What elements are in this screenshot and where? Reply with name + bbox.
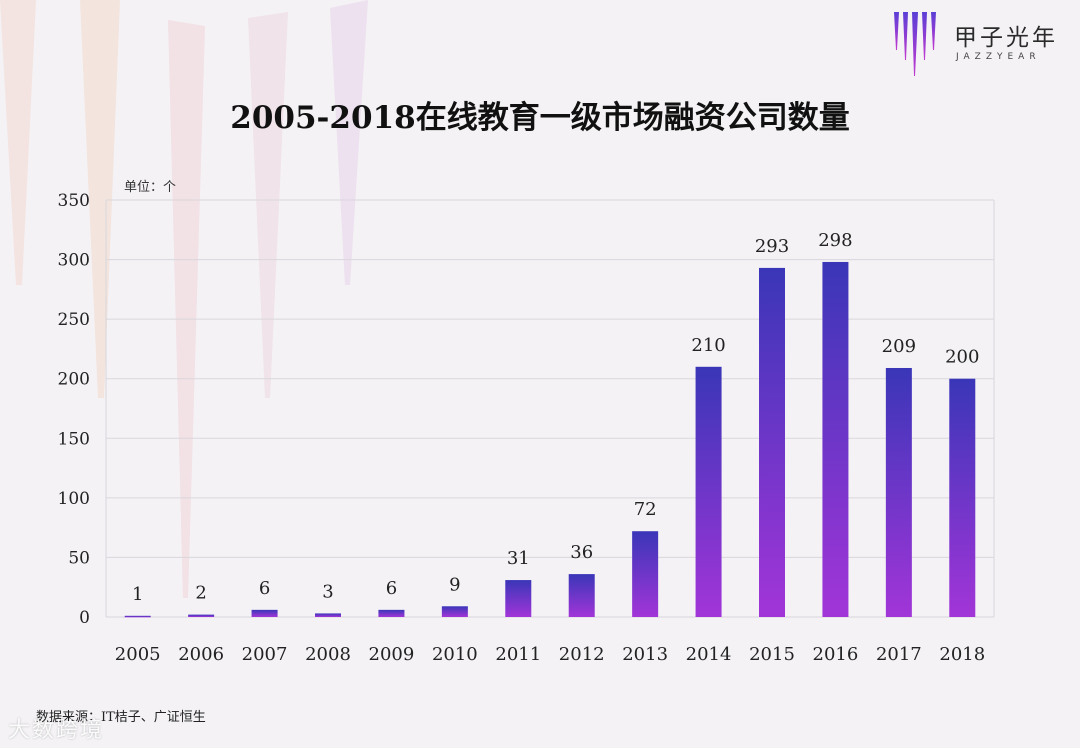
x-tick-label: 2007 (242, 644, 288, 665)
unit-label: 单位：个 (124, 180, 177, 195)
data-label-2016: 298 (818, 230, 852, 251)
x-tick-label: 2005 (115, 644, 161, 665)
decor-spike (168, 20, 205, 598)
data-label-2015: 293 (755, 236, 789, 257)
bar-2012 (568, 574, 595, 617)
data-label-2006: 2 (195, 583, 206, 604)
logo-name: 甲子光年 (954, 25, 1058, 51)
brand-logo: 甲子光年 JAZZYEAR (892, 10, 1072, 82)
x-tick-label: 2008 (305, 644, 351, 665)
data-label-2011: 31 (507, 548, 530, 569)
watermark: 大数跨境 (8, 718, 105, 743)
data-label-2008: 3 (322, 581, 333, 602)
y-tick-label: 50 (68, 548, 90, 568)
data-label-2014: 210 (691, 335, 725, 356)
decor-spike (0, 0, 36, 285)
bar-2008 (315, 613, 341, 617)
bar-2018 (949, 378, 976, 617)
x-tick-label: 2015 (749, 644, 795, 665)
x-tick-label: 2014 (686, 644, 732, 665)
data-label-2017: 209 (882, 336, 916, 357)
y-tick-label: 0 (79, 608, 90, 628)
bar-2013 (632, 531, 659, 617)
data-label-2010: 9 (449, 574, 460, 595)
x-tick-label: 2012 (559, 644, 605, 665)
bar-2009 (378, 609, 405, 617)
data-label-2009: 6 (386, 578, 397, 599)
decor-spike (80, 0, 120, 398)
y-tick-label: 250 (58, 310, 90, 330)
y-tick-label: 300 (58, 251, 90, 271)
data-source: 数据来源：IT桔子、广证恒生 (36, 710, 206, 725)
x-tick-label: 2010 (432, 644, 478, 665)
bar-2006 (188, 614, 215, 617)
grid-lines (105, 199, 995, 618)
x-tick-label: 2013 (622, 644, 668, 665)
bar-series (124, 261, 976, 618)
x-tick-label: 2006 (178, 644, 224, 665)
y-tick-label: 350 (58, 191, 90, 211)
x-tick-label: 2011 (495, 644, 541, 665)
y-tick-label: 200 (58, 370, 90, 390)
x-tick-label: 2016 (813, 644, 859, 665)
y-tick-label: 150 (58, 429, 90, 449)
data-label-2005: 1 (132, 584, 143, 605)
data-label-2012: 36 (570, 542, 593, 563)
y-tick-label: 100 (58, 489, 90, 509)
bar-2005 (124, 615, 151, 618)
decor-spike (248, 12, 288, 398)
logo-subtitle: JAZZYEAR (956, 52, 1041, 62)
logo-mark-icon (894, 12, 936, 76)
bar-2014 (695, 366, 722, 617)
bar-2007 (251, 609, 278, 617)
x-tick-label: 2009 (369, 644, 415, 665)
bar-2015 (759, 267, 785, 617)
bar-2016 (822, 261, 849, 617)
chart-title: 2005-2018在线教育一级市场融资公司数量 (230, 100, 850, 136)
data-label-2013: 72 (634, 499, 657, 520)
data-label-2018: 200 (945, 347, 979, 368)
x-tick-label: 2017 (876, 644, 922, 665)
bar-2011 (505, 580, 532, 617)
bar-2010 (441, 606, 468, 617)
bar-2017 (885, 367, 912, 617)
x-axis: 2005 2006 2007 2008 2009 2010 2011 2012 2013 2014… (115, 644, 985, 665)
y-axis: 0 50 100 150 200 250 300 350 (58, 191, 90, 628)
data-label-2007: 6 (259, 578, 270, 599)
decor-spike (330, 0, 368, 285)
x-tick-label: 2018 (939, 644, 985, 665)
